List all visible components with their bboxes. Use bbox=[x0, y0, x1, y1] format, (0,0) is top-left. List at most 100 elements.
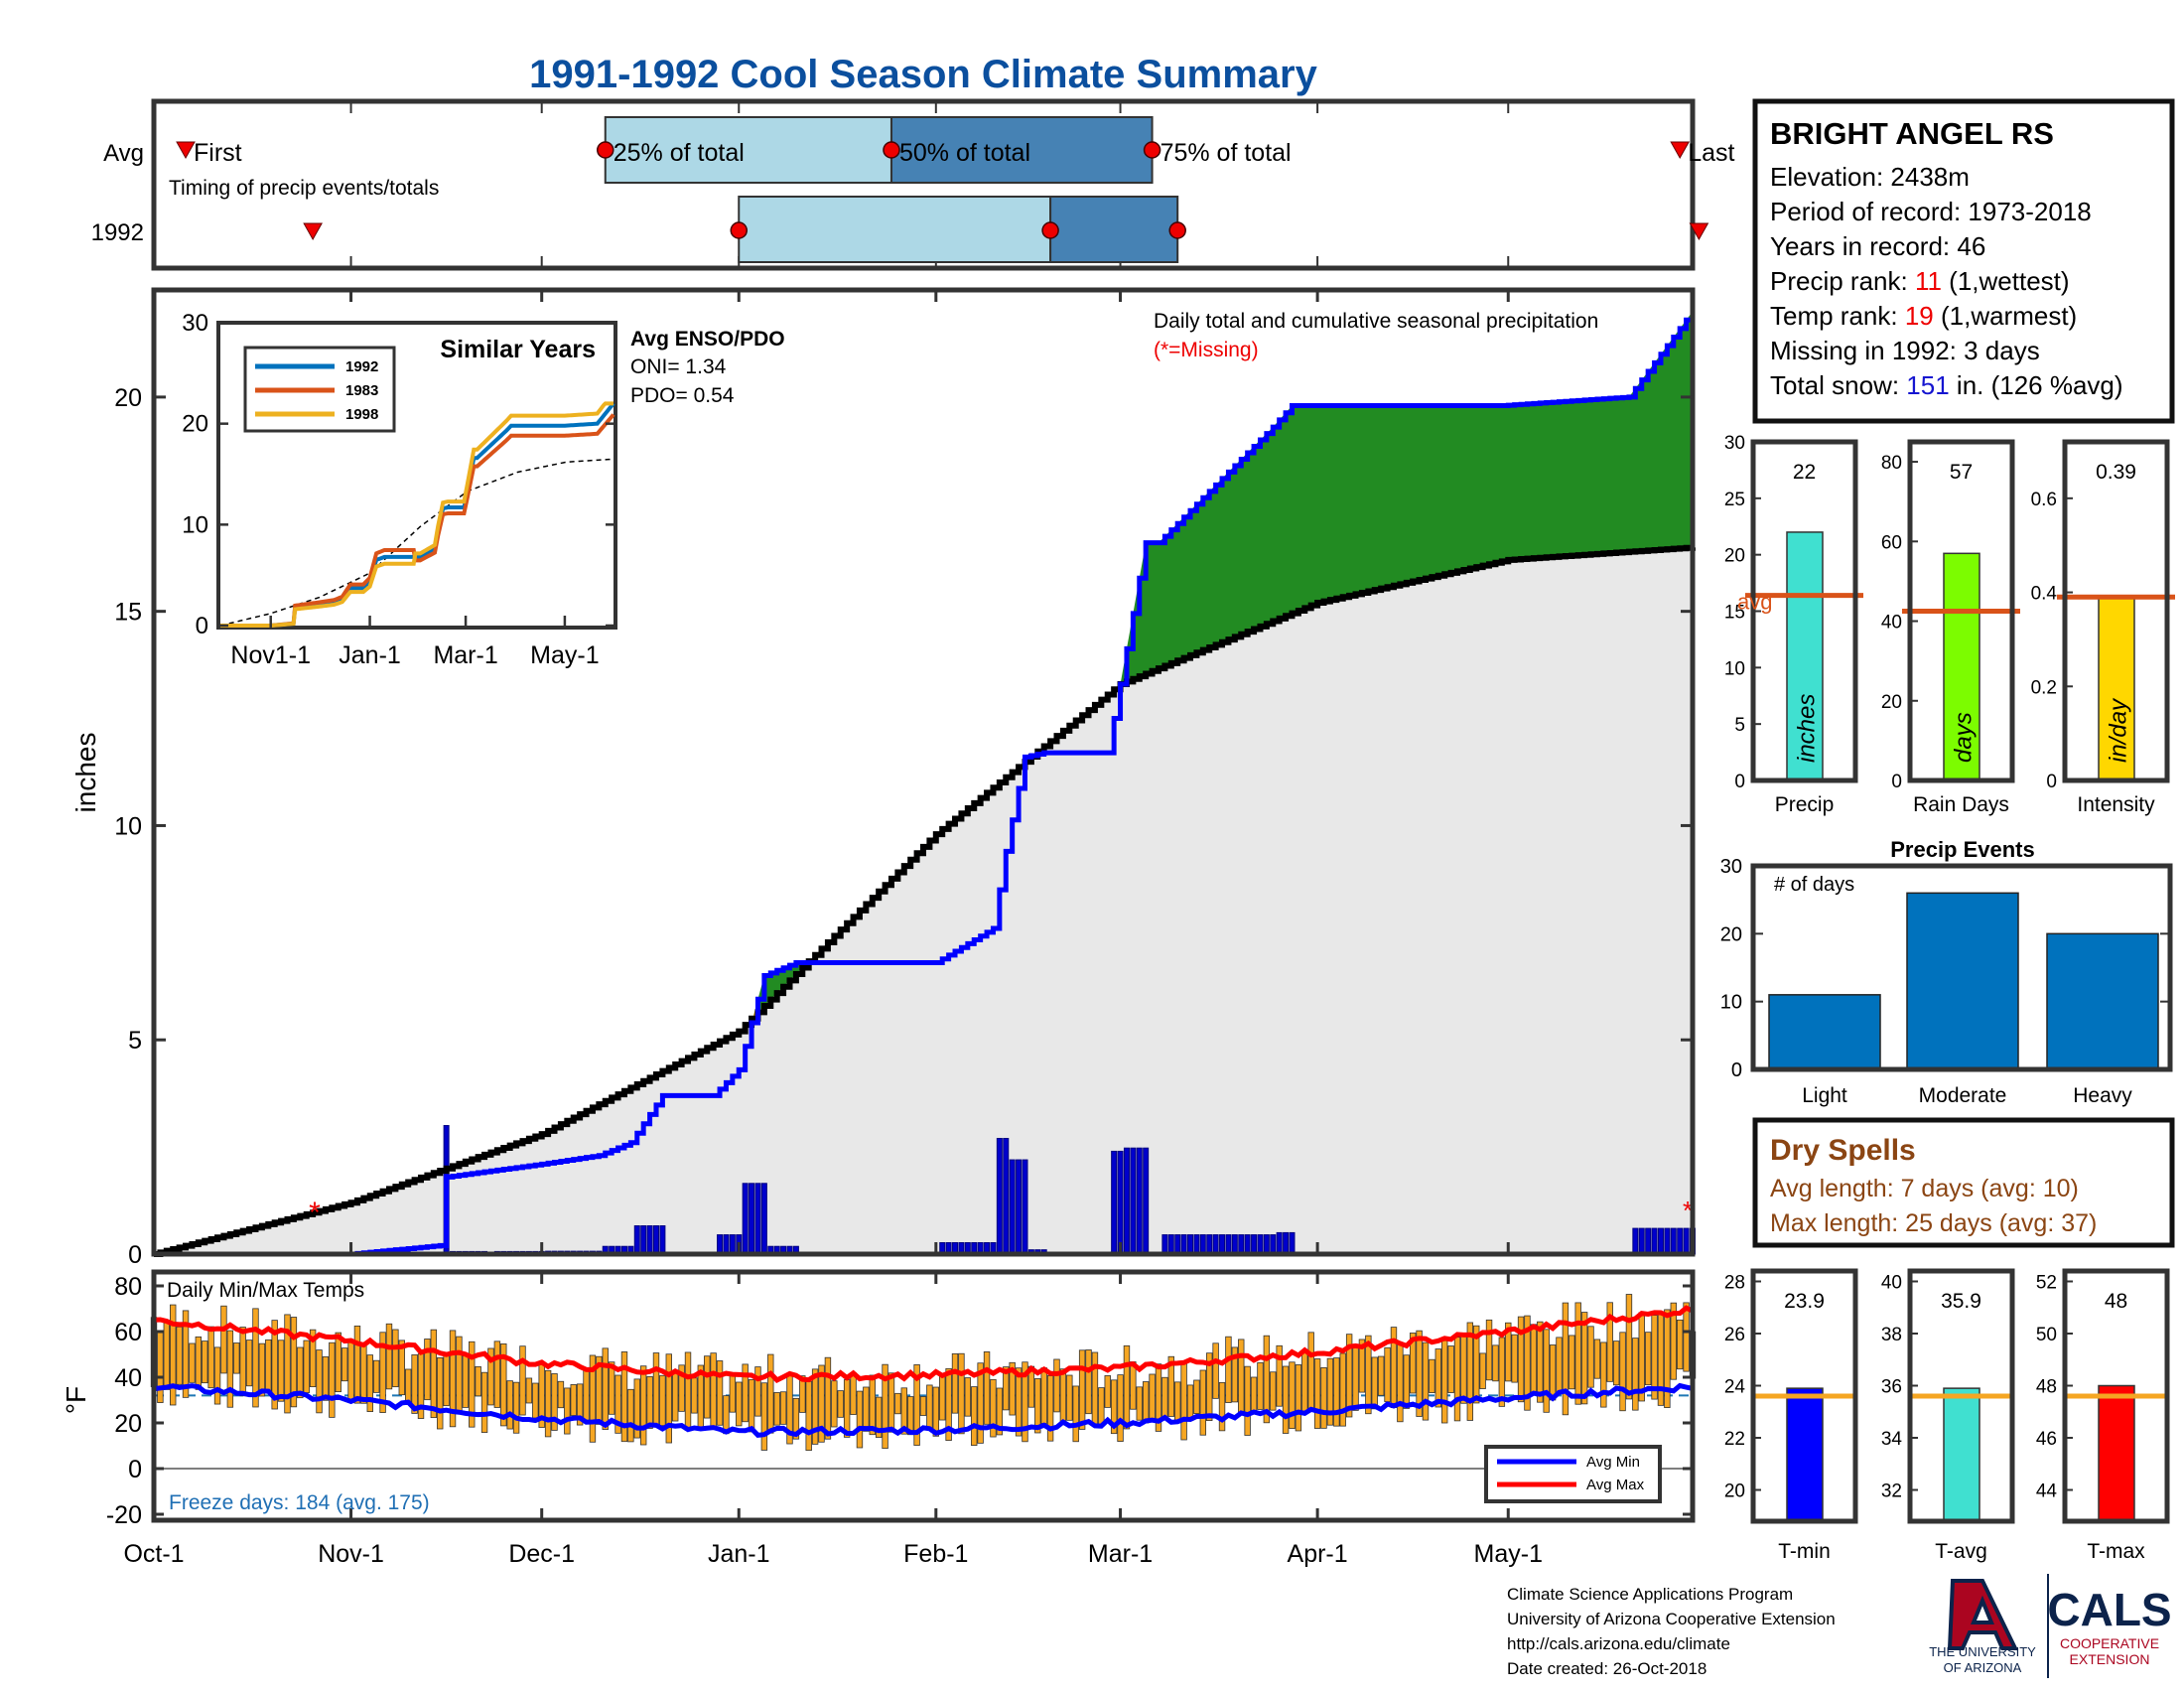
daily-precip-bar bbox=[729, 1234, 736, 1255]
daily-temp-bar bbox=[207, 1326, 214, 1389]
inset-x-tick-label: Mar-1 bbox=[433, 641, 497, 669]
daily-temp-bar bbox=[672, 1372, 679, 1422]
stat-tick-label: 30 bbox=[1724, 433, 1745, 454]
temp-stat-frame bbox=[1750, 1268, 1858, 1524]
daily-temp-bar bbox=[996, 1387, 1004, 1436]
daily-temp-bar bbox=[1301, 1350, 1308, 1413]
arizona-a-icon bbox=[1947, 1579, 2019, 1650]
daily-precip-bar bbox=[633, 1225, 640, 1255]
daily-temp-bar bbox=[1409, 1333, 1417, 1394]
temperature-stat-bars: 23.9 T-min 20 22 24 26 28 35.9 T-avg 32 34 36 38 40 48… bbox=[1724, 1268, 2170, 1563]
temp-x-tick-label: Oct-1 bbox=[123, 1540, 184, 1568]
temp-x-tick-label: Feb-1 bbox=[903, 1540, 968, 1568]
daily-temp-bar bbox=[964, 1377, 972, 1417]
stat-unit: days bbox=[1951, 712, 1978, 763]
daily-temp-bar bbox=[856, 1390, 864, 1449]
stat-value: 57 bbox=[1950, 461, 1973, 484]
daily-temp-bar bbox=[1537, 1321, 1544, 1403]
legend-label-1998: 1998 bbox=[345, 406, 378, 423]
daily-precip-bar bbox=[1161, 1234, 1168, 1255]
daily-temp-bar bbox=[1078, 1349, 1086, 1430]
temp-y-tick-label: 40 bbox=[114, 1364, 142, 1392]
daily-temp-bar bbox=[398, 1340, 405, 1396]
daily-temp-bar bbox=[1562, 1302, 1570, 1416]
pct75-label: 75% of total bbox=[1160, 139, 1292, 167]
avg-50-75-box bbox=[889, 116, 1154, 184]
temp-stat-tick-label: 24 bbox=[1724, 1377, 1746, 1398]
daily-temp-bar bbox=[1295, 1364, 1302, 1432]
daily-temp-bar bbox=[570, 1384, 577, 1416]
daily-temp-bar bbox=[1524, 1315, 1531, 1411]
temp-y-label: °F bbox=[61, 1386, 91, 1414]
daily-precip-bar bbox=[1174, 1234, 1181, 1255]
daily-temp-bar bbox=[1276, 1344, 1283, 1407]
daily-temp-bar bbox=[729, 1373, 737, 1413]
temp-stat-tick-label: 20 bbox=[1724, 1481, 1745, 1502]
y1992-25-50-box bbox=[738, 196, 1052, 263]
timing-panel: Avg 1992 First Last 25% of total 50% of … bbox=[91, 98, 1734, 271]
footer-line-1: Climate Science Applications Program bbox=[1507, 1585, 1793, 1604]
stat-avg-label: avg bbox=[1737, 590, 1772, 615]
daily-temp-bar bbox=[1339, 1352, 1346, 1427]
daily-temp-bar bbox=[245, 1340, 253, 1387]
daily-temp-bar bbox=[189, 1342, 196, 1383]
daily-temp-bar bbox=[456, 1336, 463, 1413]
daily-temp-bar bbox=[372, 1359, 380, 1393]
daily-temp-bar bbox=[837, 1390, 844, 1418]
daily-temp-bar bbox=[404, 1368, 412, 1404]
daily-temp-bar bbox=[443, 1354, 450, 1407]
daily-precip-bar bbox=[1276, 1231, 1283, 1255]
daily-temp-bar bbox=[347, 1340, 354, 1403]
temp-stat-label: T-avg bbox=[1935, 1540, 1987, 1563]
avg-p25-marker bbox=[597, 141, 614, 159]
daily-temp-bar bbox=[887, 1372, 895, 1433]
stat-tick-label: 0 bbox=[1734, 772, 1745, 792]
daily-temp-bar bbox=[202, 1340, 208, 1384]
last-label: Last bbox=[1688, 139, 1734, 167]
daily-temp-bar bbox=[1117, 1374, 1124, 1442]
daily-precip-bar bbox=[646, 1225, 653, 1255]
daily-precip-bar bbox=[996, 1137, 1003, 1255]
daily-precip-bar bbox=[640, 1225, 647, 1255]
temp-stat-value: 35.9 bbox=[1941, 1290, 1981, 1313]
temp-y-tick-label: -20 bbox=[106, 1501, 142, 1529]
stat-tick-label: 0 bbox=[2046, 772, 2057, 792]
daily-temp-bar bbox=[379, 1332, 386, 1413]
daily-temp-bar bbox=[894, 1392, 901, 1415]
daily-temp-bar bbox=[736, 1381, 743, 1427]
avg-last-marker bbox=[1670, 141, 1691, 160]
daily-temp-bar bbox=[500, 1342, 507, 1427]
timing-row-1992: 1992 bbox=[91, 219, 144, 246]
university-logo: THE UNIVERSITY OF ARIZONA CALS COOPERATI… bbox=[1929, 1574, 2172, 1678]
temp-x-tick-label: Jan-1 bbox=[708, 1540, 770, 1568]
temp-stat-tick-label: 34 bbox=[1881, 1429, 1903, 1450]
stat-chart-frame bbox=[1907, 439, 2015, 783]
daily-temp-bar bbox=[589, 1354, 597, 1443]
daily-temp-bar bbox=[646, 1376, 653, 1429]
daily-temp-bar bbox=[1085, 1349, 1092, 1415]
stat-tick-label: 20 bbox=[1724, 546, 1745, 567]
main-y-label: inches bbox=[70, 733, 101, 813]
daily-temp-bar bbox=[1142, 1381, 1150, 1424]
timing-caption: Timing of precip events/totals bbox=[169, 177, 439, 200]
daily-temp-bar bbox=[277, 1340, 285, 1402]
daily-temp-bar bbox=[704, 1355, 711, 1419]
daily-temp-bar bbox=[1416, 1330, 1423, 1417]
inset-y-tick-label: 30 bbox=[182, 310, 208, 337]
daily-temp-bar bbox=[1466, 1322, 1474, 1421]
stat-tick-label: 0.2 bbox=[2031, 677, 2057, 698]
daily-temp-bar bbox=[620, 1351, 628, 1443]
stat-chart-precip: 22 inches Precip 0 5 10 15 20 25 30 avg bbox=[1724, 433, 1863, 816]
daily-precip-bar bbox=[1677, 1227, 1684, 1255]
daily-temp-bar bbox=[1530, 1324, 1538, 1394]
dry-spells-title: Dry Spells bbox=[1770, 1134, 1916, 1167]
main-y-tick-label: 10 bbox=[114, 812, 142, 840]
daily-temp-bar bbox=[1244, 1365, 1251, 1436]
main-y-tick-label: 15 bbox=[114, 599, 142, 627]
temp-stat-tick-label: 50 bbox=[2036, 1325, 2057, 1345]
temp-stat-frame bbox=[1907, 1268, 2015, 1524]
temp-stat-label: T-max bbox=[2087, 1540, 2145, 1563]
daily-temp-bar bbox=[1161, 1376, 1168, 1418]
daily-temp-bar bbox=[1670, 1302, 1677, 1380]
